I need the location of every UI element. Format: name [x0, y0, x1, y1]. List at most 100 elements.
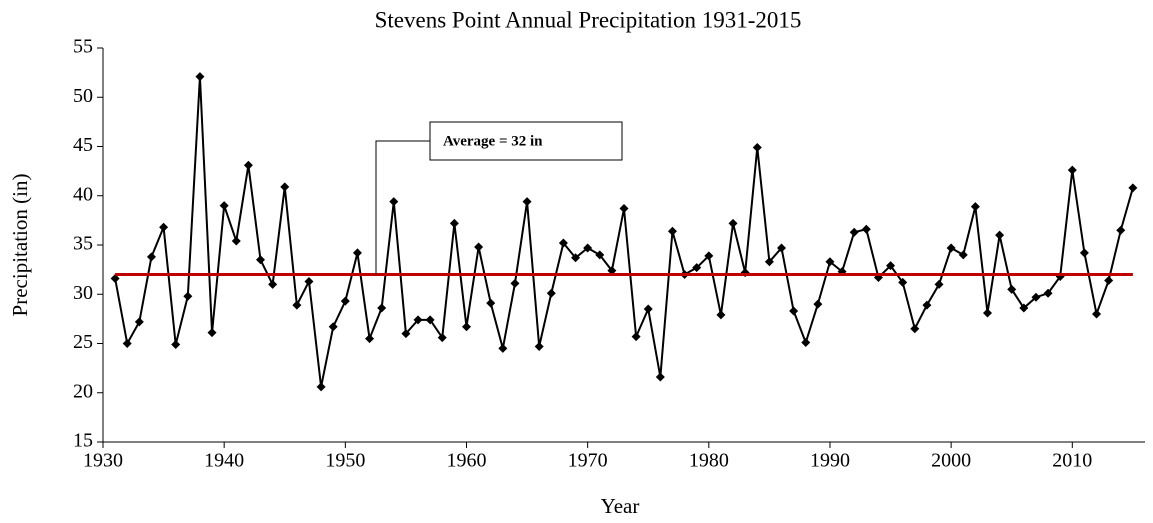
data-point — [340, 296, 350, 306]
data-point — [1031, 292, 1041, 302]
data-point — [437, 333, 447, 343]
y-tick-label: 55 — [73, 36, 93, 58]
x-tick-label: 1940 — [204, 450, 244, 472]
x-tick-label: 2000 — [931, 450, 971, 472]
data-point — [1104, 275, 1114, 285]
data-point — [728, 218, 738, 228]
data-point — [934, 279, 944, 289]
y-tick-label: 20 — [73, 380, 93, 402]
x-tick-label: 1990 — [810, 450, 850, 472]
x-tick-label: 1980 — [689, 450, 729, 472]
data-point — [522, 197, 532, 207]
data-point — [607, 266, 617, 276]
y-tick-label: 35 — [73, 233, 93, 255]
data-point — [474, 242, 484, 252]
data-point — [789, 306, 799, 316]
data-point — [389, 197, 399, 207]
data-line — [114, 76, 1134, 388]
data-point — [1116, 225, 1126, 235]
data-point — [486, 298, 496, 308]
data-point — [1128, 183, 1138, 193]
data-point — [401, 329, 411, 339]
data-point — [861, 224, 871, 234]
chart-title: Stevens Point Annual Precipitation 1931-… — [375, 7, 802, 32]
callout-label: Average = 32 in — [443, 133, 543, 149]
data-point — [304, 276, 314, 286]
data-point — [619, 204, 629, 214]
data-point — [716, 310, 726, 320]
data-point — [1007, 284, 1017, 294]
y-tick-label: 30 — [73, 282, 93, 304]
data-point — [159, 222, 169, 232]
data-point — [243, 160, 253, 170]
data-point — [777, 243, 787, 253]
data-point — [280, 182, 290, 192]
data-point — [352, 248, 362, 258]
data-point — [813, 299, 823, 309]
data-point — [1019, 303, 1029, 313]
data-point — [425, 315, 435, 325]
data-point — [982, 308, 992, 318]
data-point — [595, 250, 605, 260]
data-point — [692, 263, 702, 273]
data-point — [195, 72, 205, 82]
data-point — [583, 243, 593, 253]
x-tick-label: 1930 — [83, 450, 123, 472]
x-tick-label: 1960 — [446, 450, 486, 472]
data-point — [231, 236, 241, 246]
data-point — [449, 218, 459, 228]
data-point — [510, 278, 520, 288]
data-point — [1067, 165, 1077, 175]
data-point — [377, 303, 387, 313]
data-point — [122, 339, 132, 348]
data-point — [268, 279, 278, 289]
data-point — [498, 343, 508, 353]
data-point — [970, 202, 980, 212]
data-point — [219, 201, 229, 211]
data-point — [146, 252, 156, 262]
data-point — [558, 238, 568, 248]
data-point — [171, 339, 181, 349]
data-point — [1092, 309, 1102, 319]
data-point — [292, 300, 302, 310]
data-point — [413, 315, 423, 325]
x-tick-label: 1970 — [568, 450, 608, 472]
callout-box — [429, 121, 623, 161]
data-point — [910, 324, 920, 334]
data-point — [764, 257, 774, 267]
data-point — [946, 243, 956, 253]
data-point — [316, 382, 326, 392]
data-point — [631, 332, 641, 342]
callout-line — [375, 140, 430, 275]
x-tick-label: 1950 — [325, 450, 365, 472]
y-axis-label: Precipitation (in) — [8, 174, 32, 317]
data-point — [849, 227, 859, 237]
data-point — [886, 261, 896, 271]
data-point — [534, 341, 544, 351]
data-point — [995, 230, 1005, 240]
data-point — [365, 334, 375, 344]
data-point — [958, 250, 968, 260]
data-point — [1079, 248, 1089, 258]
data-point — [207, 328, 217, 338]
data-point — [801, 338, 811, 348]
y-tick-label: 25 — [73, 331, 93, 353]
y-tick-label: 45 — [73, 134, 93, 156]
x-axis-label: Year — [601, 494, 640, 518]
data-point — [328, 322, 338, 332]
data-point — [667, 226, 677, 236]
data-point — [655, 372, 665, 382]
data-point — [256, 255, 266, 265]
data-point — [825, 257, 835, 267]
y-tick-label: 40 — [73, 183, 93, 205]
y-tick-label: 50 — [73, 85, 93, 107]
data-point — [752, 142, 762, 152]
y-tick-label: 15 — [73, 430, 93, 452]
data-point — [134, 317, 144, 327]
data-point — [183, 291, 193, 301]
data-point — [461, 322, 471, 332]
data-point — [110, 273, 120, 283]
data-point — [571, 253, 581, 263]
